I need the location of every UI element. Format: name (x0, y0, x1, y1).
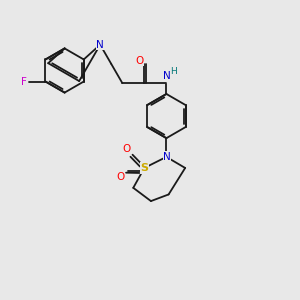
Text: O: O (135, 56, 143, 66)
Text: F: F (21, 76, 27, 86)
Text: H: H (170, 67, 177, 76)
Text: S: S (140, 163, 148, 173)
Text: O: O (116, 172, 124, 182)
Text: O: O (122, 144, 130, 154)
Text: N: N (163, 152, 171, 162)
Text: N: N (163, 71, 171, 82)
Text: N: N (96, 40, 104, 50)
